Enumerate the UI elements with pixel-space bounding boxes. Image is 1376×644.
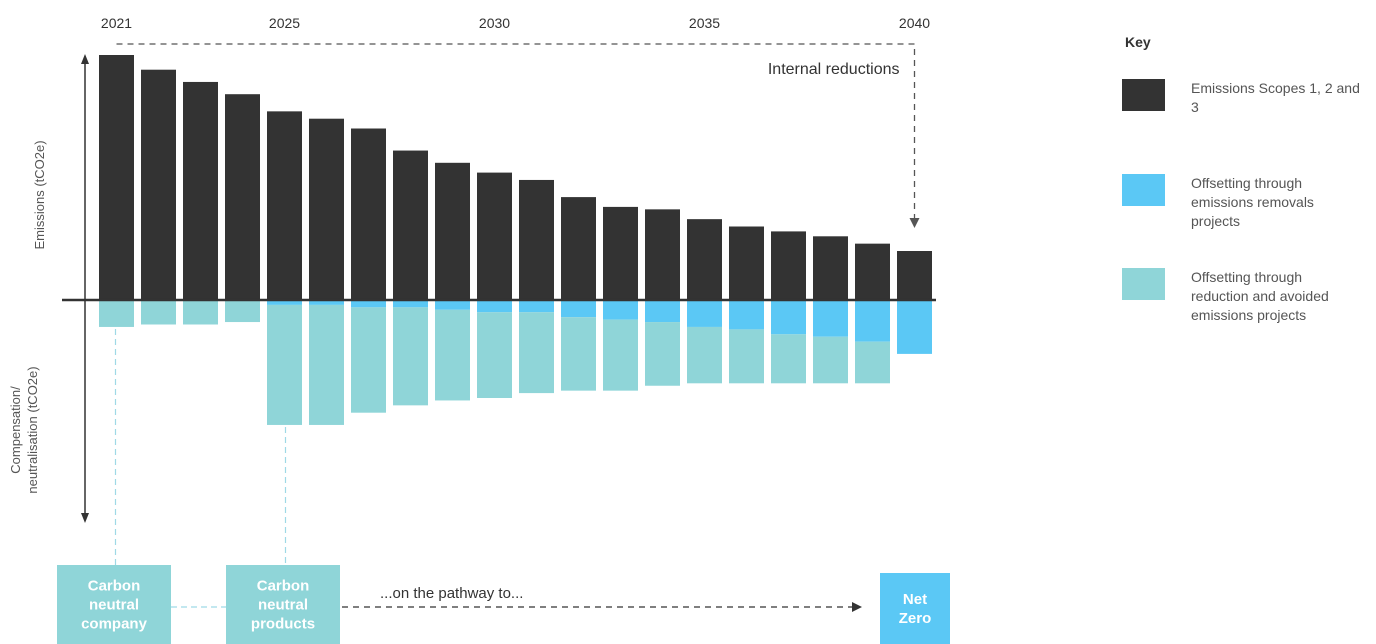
key-label-emissions: Emissions Scopes 1, 2 and 3 xyxy=(1191,80,1360,115)
internal-reductions-label: Internal reductions xyxy=(768,61,900,78)
bar-avoided-2026 xyxy=(309,304,344,425)
milestone-label-line: neutral xyxy=(258,597,308,614)
pathway-label: ...on the pathway to... xyxy=(380,585,523,602)
bar-emissions-2035 xyxy=(687,219,722,300)
bar-avoided-2035 xyxy=(687,326,722,384)
bar-avoided-2028 xyxy=(393,307,428,406)
bar-removals-2039 xyxy=(855,300,890,342)
bar-avoided-2033 xyxy=(603,319,638,391)
bar-emissions-2026 xyxy=(309,118,344,300)
net-zero-pathway-chart: Emissions (tCO2e) Compensation/neutralisa… xyxy=(8,15,950,644)
key-swatch-emissions xyxy=(1122,79,1165,111)
bar-removals-2037 xyxy=(771,300,806,335)
key-swatch-removals xyxy=(1122,174,1165,206)
milestone-label-line: Net xyxy=(903,591,927,608)
bar-emissions-2024 xyxy=(225,94,260,300)
key-label-avoided: Offsetting through reduction and avoided… xyxy=(1191,269,1329,323)
bar-emissions-2021 xyxy=(99,55,134,300)
bar-removals-2029 xyxy=(435,300,470,310)
bar-emissions-2031 xyxy=(519,179,554,300)
bar-emissions-2033 xyxy=(603,206,638,300)
axis-arrow-up xyxy=(81,54,89,64)
milestone-label-line: Carbon xyxy=(88,578,141,595)
bar-removals-2034 xyxy=(645,300,680,323)
bar-avoided-2027 xyxy=(351,307,386,413)
bar-emissions-2028 xyxy=(393,150,428,300)
bar-emissions-2029 xyxy=(435,162,470,300)
bar-emissions-2022 xyxy=(141,69,176,300)
year-tick-2040: 2040 xyxy=(899,15,930,31)
bar-emissions-2023 xyxy=(183,81,218,300)
milestone-label-2040: Net Zero xyxy=(899,591,932,627)
year-tick-2021: 2021 xyxy=(101,15,132,31)
milestone-label-line: products xyxy=(251,616,315,633)
bar-emissions-2025 xyxy=(267,111,302,300)
pathway-arrowhead xyxy=(852,602,862,612)
bar-avoided-2023 xyxy=(183,300,218,325)
bar-avoided-2025 xyxy=(267,304,302,425)
bar-removals-2035 xyxy=(687,300,722,327)
year-tick-2025: 2025 xyxy=(269,15,300,31)
bar-avoided-2036 xyxy=(729,329,764,384)
bar-removals-2028 xyxy=(393,300,428,308)
bar-avoided-2039 xyxy=(855,341,890,384)
bar-avoided-2034 xyxy=(645,322,680,386)
bar-emissions-2038 xyxy=(813,236,848,300)
bar-removals-2031 xyxy=(519,300,554,313)
internal-reductions-arrowhead xyxy=(909,218,920,228)
year-tick-2030: 2030 xyxy=(479,15,510,31)
bar-emissions-2040 xyxy=(897,251,932,300)
bar-removals-2033 xyxy=(603,300,638,320)
bar-emissions-2030 xyxy=(477,172,512,300)
bar-avoided-2022 xyxy=(141,300,176,325)
bar-removals-2032 xyxy=(561,300,596,318)
milestone-box-2021 xyxy=(57,565,171,644)
bar-emissions-2034 xyxy=(645,209,680,300)
bar-removals-2040 xyxy=(897,300,932,354)
bar-removals-2036 xyxy=(729,300,764,330)
bar-emissions-2036 xyxy=(729,226,764,300)
ylabel-compensation-line: neutralisation (tCO2e) xyxy=(25,366,40,493)
bar-emissions-2039 xyxy=(855,243,890,300)
ylabel-compensation-line: Compensation/ xyxy=(8,386,23,474)
bar-avoided-2031 xyxy=(519,312,554,394)
bar-avoided-2021 xyxy=(99,300,134,327)
chart-key: Key Emissions Scopes 1, 2 and 3 Offsetti… xyxy=(1120,0,1376,644)
bar-avoided-2030 xyxy=(477,312,512,398)
bar-removals-2026 xyxy=(309,300,344,305)
ylabel-compensation: Compensation/neutralisation (tCO2e) xyxy=(8,366,40,493)
milestone-label-line: Zero xyxy=(899,610,932,627)
bar-emissions-2032 xyxy=(561,197,596,300)
bar-avoided-2024 xyxy=(225,300,260,323)
bar-avoided-2038 xyxy=(813,336,848,384)
milestone-box-2025 xyxy=(226,565,340,644)
bar-emissions-2027 xyxy=(351,128,386,300)
key-title: Key xyxy=(1125,34,1151,50)
key-label-removals: Offsetting through emissions removals pr… xyxy=(1191,175,1314,229)
ylabel-emissions: Emissions (tCO2e) xyxy=(32,140,47,249)
bar-removals-2027 xyxy=(351,300,386,308)
key-swatch-avoided xyxy=(1122,268,1165,300)
bar-removals-2030 xyxy=(477,300,512,313)
bar-avoided-2032 xyxy=(561,317,596,391)
bar-avoided-2029 xyxy=(435,309,470,401)
milestone-label-line: Carbon xyxy=(257,578,310,595)
bar-emissions-2037 xyxy=(771,231,806,300)
bar-avoided-2037 xyxy=(771,334,806,384)
milestone-label-line: neutral xyxy=(89,597,139,614)
bar-removals-2025 xyxy=(267,300,302,305)
internal-reductions-arrow-line xyxy=(116,43,916,218)
milestone-label-2025: Carbon neutral products xyxy=(251,578,315,633)
milestone-label-2021: Carbon neutral company xyxy=(81,578,148,633)
milestone-box-2040 xyxy=(880,573,950,644)
axis-arrow-down xyxy=(81,513,89,523)
milestone-label-line: company xyxy=(81,616,148,633)
year-tick-2035: 2035 xyxy=(689,15,720,31)
bar-removals-2038 xyxy=(813,300,848,337)
